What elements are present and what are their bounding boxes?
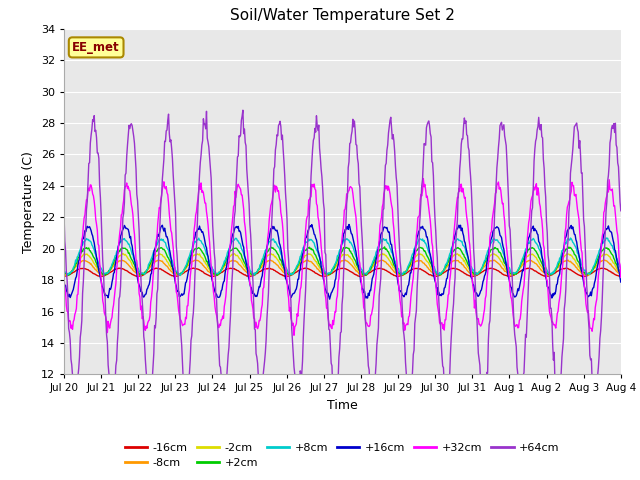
+2cm xyxy=(70,264,78,270)
+16cm xyxy=(617,279,625,285)
+8cm xyxy=(185,255,193,261)
+16cm xyxy=(214,294,221,300)
-2cm xyxy=(60,270,68,276)
+32cm xyxy=(411,253,419,259)
Line: -2cm: -2cm xyxy=(64,253,621,276)
+8cm xyxy=(428,256,435,262)
+32cm xyxy=(419,176,427,181)
-16cm xyxy=(70,269,78,275)
Text: EE_met: EE_met xyxy=(72,41,120,54)
+16cm xyxy=(184,271,192,277)
+8cm xyxy=(617,266,625,272)
-16cm xyxy=(127,271,135,276)
X-axis label: Time: Time xyxy=(327,399,358,412)
+64cm xyxy=(411,321,419,326)
+2cm xyxy=(381,244,388,250)
-2cm xyxy=(184,261,192,267)
+64cm xyxy=(184,385,192,391)
+8cm xyxy=(411,245,419,251)
+16cm xyxy=(70,283,78,288)
-16cm xyxy=(214,272,222,277)
-16cm xyxy=(60,273,68,279)
+8cm xyxy=(602,235,610,241)
+32cm xyxy=(214,317,221,323)
-16cm xyxy=(506,274,513,279)
+8cm xyxy=(70,264,78,269)
+8cm xyxy=(60,268,68,274)
+16cm xyxy=(345,222,353,228)
+16cm xyxy=(326,296,333,302)
+8cm xyxy=(214,271,222,276)
-2cm xyxy=(267,251,275,256)
-8cm xyxy=(70,266,78,272)
-8cm xyxy=(341,257,349,263)
-16cm xyxy=(428,272,435,278)
+2cm xyxy=(184,259,192,265)
+16cm xyxy=(428,260,436,266)
+2cm xyxy=(412,249,419,254)
+32cm xyxy=(428,240,436,245)
Line: +64cm: +64cm xyxy=(64,110,621,402)
+64cm xyxy=(617,208,625,214)
-2cm xyxy=(472,273,479,279)
+2cm xyxy=(397,273,404,278)
+8cm xyxy=(177,273,184,278)
+64cm xyxy=(239,108,247,113)
-8cm xyxy=(617,271,625,277)
+2cm xyxy=(214,273,221,278)
Line: +2cm: +2cm xyxy=(64,247,621,276)
Line: +16cm: +16cm xyxy=(64,225,621,299)
-2cm xyxy=(127,260,135,266)
-8cm xyxy=(214,271,221,277)
-8cm xyxy=(428,269,435,275)
Y-axis label: Temperature (C): Temperature (C) xyxy=(22,151,35,252)
Title: Soil/Water Temperature Set 2: Soil/Water Temperature Set 2 xyxy=(230,9,455,24)
+64cm xyxy=(428,134,435,140)
-8cm xyxy=(411,259,419,265)
+2cm xyxy=(127,256,135,262)
-2cm xyxy=(70,264,78,270)
+32cm xyxy=(290,332,298,338)
+32cm xyxy=(127,202,135,207)
-8cm xyxy=(60,271,68,277)
-2cm xyxy=(411,254,419,260)
+16cm xyxy=(127,240,135,246)
+64cm xyxy=(214,318,221,324)
Line: -16cm: -16cm xyxy=(64,268,621,276)
+32cm xyxy=(617,275,625,280)
-8cm xyxy=(184,262,192,268)
-16cm xyxy=(617,273,625,279)
+64cm xyxy=(60,210,68,216)
+2cm xyxy=(428,263,436,268)
+8cm xyxy=(127,248,135,254)
Line: -8cm: -8cm xyxy=(64,260,621,276)
+16cm xyxy=(60,280,68,286)
+2cm xyxy=(60,270,68,276)
+64cm xyxy=(591,399,599,405)
-16cm xyxy=(184,267,192,273)
-2cm xyxy=(428,266,435,272)
-2cm xyxy=(214,270,221,276)
+64cm xyxy=(127,121,135,127)
Line: +32cm: +32cm xyxy=(64,179,621,335)
+32cm xyxy=(70,317,78,323)
-8cm xyxy=(127,265,135,271)
-16cm xyxy=(189,265,197,271)
+2cm xyxy=(617,269,625,275)
Line: +8cm: +8cm xyxy=(64,238,621,276)
-8cm xyxy=(545,273,552,278)
+64cm xyxy=(70,386,78,392)
-16cm xyxy=(411,265,419,271)
+32cm xyxy=(60,276,68,281)
Legend: -16cm, -8cm, -2cm, +2cm, +8cm, +16cm, +32cm, +64cm: -16cm, -8cm, -2cm, +2cm, +8cm, +16cm, +3… xyxy=(121,438,564,472)
+16cm xyxy=(412,245,419,251)
+32cm xyxy=(184,303,192,309)
-2cm xyxy=(617,270,625,276)
